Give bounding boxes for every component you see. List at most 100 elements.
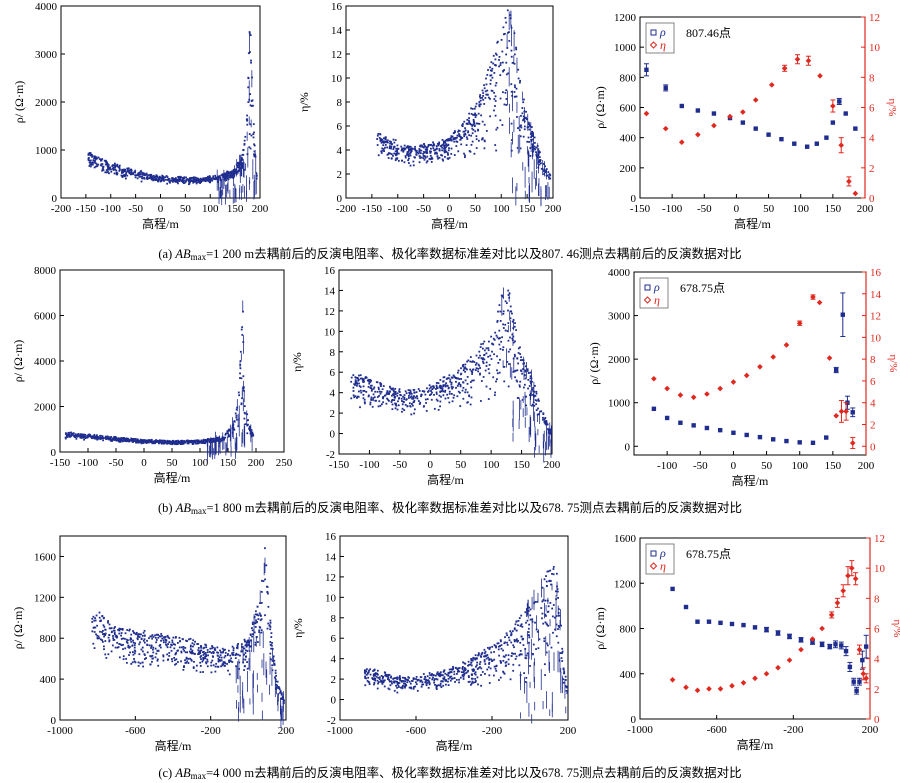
data-point [378,400,381,403]
data-point [96,624,99,627]
data-point [500,647,503,650]
data-point [391,682,393,685]
data-point [95,435,98,438]
data-point [136,637,139,640]
data-point [130,439,133,441]
data-point [183,177,185,180]
data-point [114,166,116,169]
data-point [494,391,497,394]
data-point [242,149,245,151]
data-point [253,615,256,618]
data-point [98,158,101,161]
data-point [377,133,380,135]
data-point [189,637,192,640]
data-point [497,310,499,313]
data-point [442,385,445,388]
data-point [475,147,478,149]
data-point [449,378,452,381]
data-point [186,651,188,654]
data-point [519,653,522,656]
data-point [175,662,178,665]
eta-point [846,178,852,185]
data-point [442,140,445,143]
data-point [542,412,545,415]
data-point [112,168,115,171]
data-point [270,644,273,647]
data-point [232,171,235,174]
data-point [389,142,391,145]
data-point [420,395,422,398]
data-point [448,156,451,159]
data-point [164,641,167,644]
data-point [549,174,552,177]
data-point [473,361,476,363]
data-point [510,139,513,142]
data-point [543,578,546,581]
data-point [364,675,366,678]
data-point [375,675,378,678]
data-point [374,390,377,393]
data-point [427,686,430,689]
data-point [141,661,144,664]
data-point [478,350,481,353]
data-point [137,664,140,667]
data-point [376,381,379,384]
data-point [392,148,395,151]
data-point [438,385,441,388]
data-point [543,420,546,422]
data-point [110,438,113,441]
data-point [247,639,250,642]
data-point [236,171,239,174]
data-point [171,179,174,182]
data-point [371,678,374,681]
series-eta-a3 [643,54,859,197]
data-point [246,661,248,663]
eta-point [794,56,801,63]
data-point [441,146,444,149]
data-point [201,651,204,654]
data-point [177,439,180,442]
data-point [426,148,429,151]
data-point [207,654,209,657]
data-point [168,180,171,183]
data-point [516,380,519,383]
data-point [121,439,124,442]
data-point [535,648,537,651]
data-point [477,112,480,115]
data-point [249,93,252,96]
y2-tick-label: 0 [870,441,876,453]
data-point [404,147,407,150]
plot-frame-a1 [60,5,261,199]
data-point [387,674,389,676]
data-point [557,624,560,627]
data-point [131,651,134,653]
data-point [231,652,233,655]
data-point [181,440,184,443]
data-point [214,176,217,179]
rho-point [837,99,842,104]
data-point [143,653,146,656]
data-point [502,312,505,315]
data-point [479,372,481,375]
data-point [416,151,419,154]
data-point [496,336,499,339]
data-point [150,635,153,638]
data-point [474,112,477,115]
data-point [91,161,94,164]
data-point [77,432,80,435]
data-point [528,385,531,387]
data-point [519,147,522,150]
data-point [134,176,137,179]
data-point [396,151,399,154]
data-point [491,350,493,353]
data-point [122,437,125,440]
y-tick-label: 1200 [614,12,637,24]
y-tick-label: 4 [331,654,337,666]
data-point [96,163,98,166]
data-point [381,682,384,685]
data-point [174,440,177,443]
data-point [245,643,248,646]
data-point [455,380,457,383]
data-point [444,397,447,400]
data-point [69,435,72,438]
